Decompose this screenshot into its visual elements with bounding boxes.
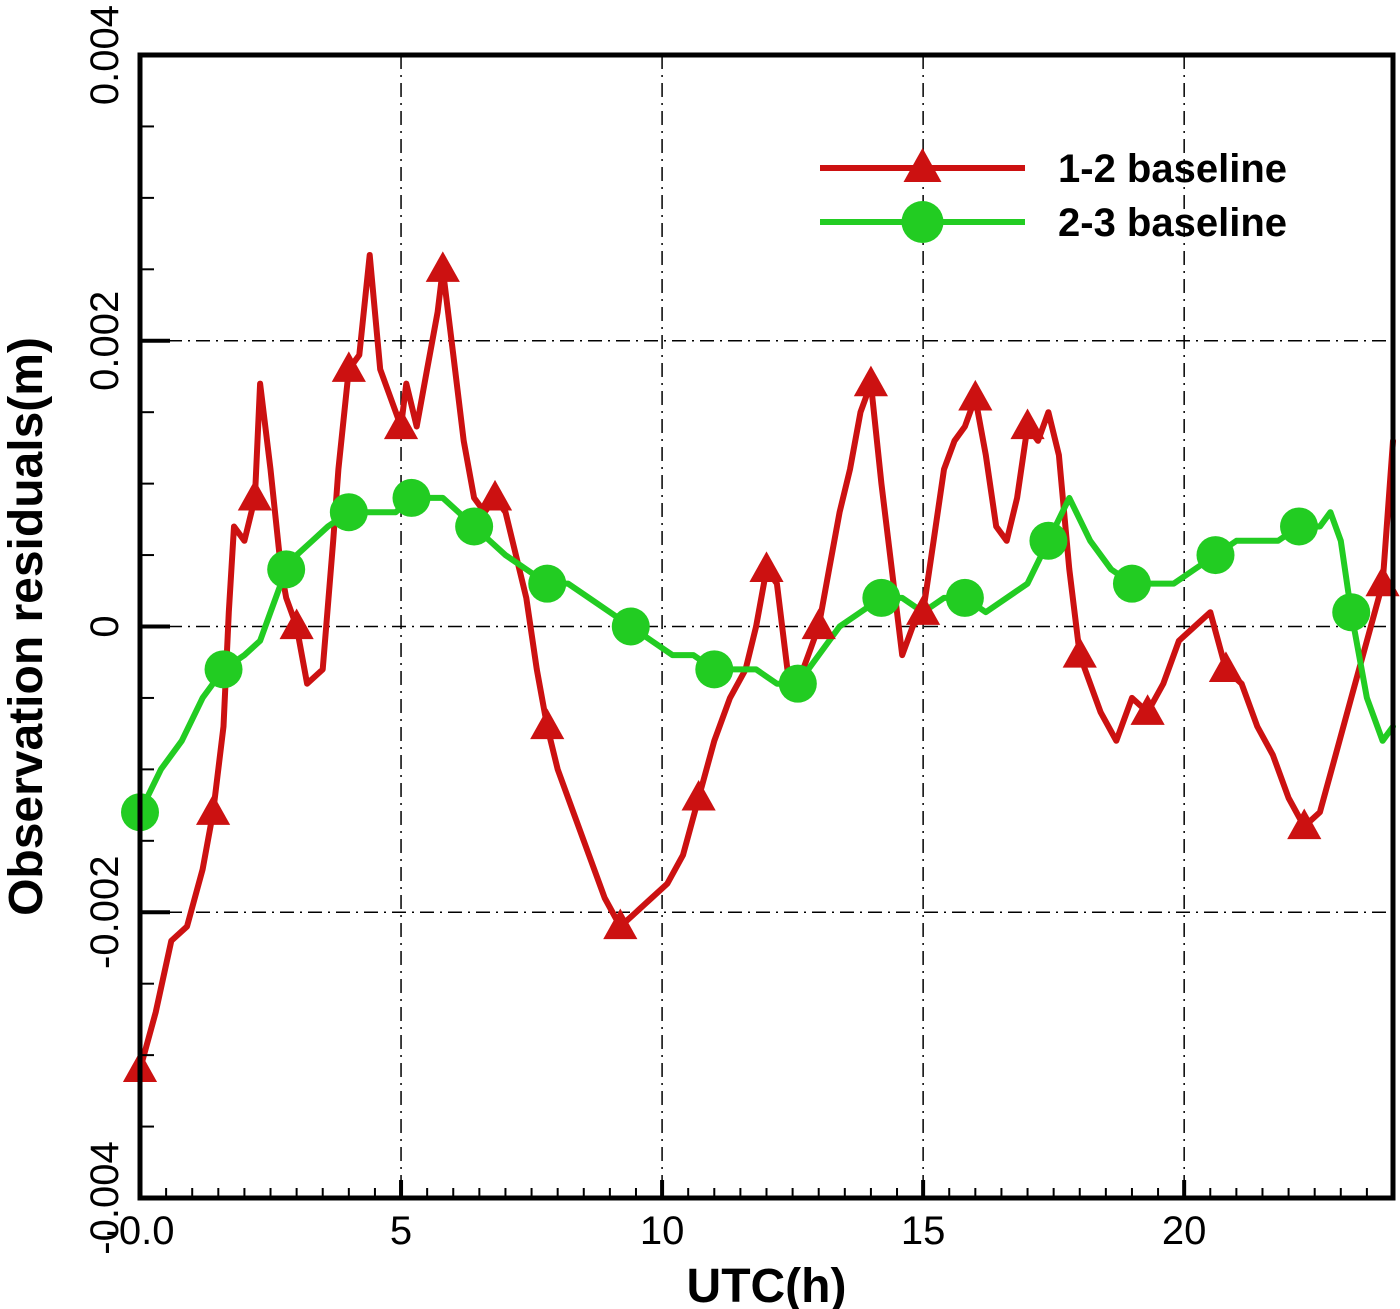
data-point-series-2 — [528, 564, 567, 603]
data-point-series-1 — [279, 608, 314, 640]
data-point-series-2 — [862, 578, 901, 617]
data-point-series-2 — [1112, 564, 1151, 603]
legend: 1-2 baseline 2-3 baseline — [820, 147, 1287, 245]
y-tick-label: -0.004 — [83, 1141, 127, 1254]
data-point-series-1 — [853, 365, 889, 397]
x-axis-title: UTC(h) — [687, 1260, 847, 1309]
data-point-series-2 — [1280, 507, 1319, 546]
y-tick-label: 0.002 — [83, 291, 127, 391]
y-tick-label: -0.002 — [83, 856, 127, 969]
data-point-series-1 — [958, 379, 993, 411]
data-point-series-2 — [778, 664, 817, 703]
data-point-series-2 — [455, 507, 494, 546]
x-tick-label: 15 — [901, 1209, 946, 1253]
data-point-series-1 — [331, 351, 366, 382]
y-tick-label: 0.004 — [83, 5, 127, 105]
legend-marker-triangle — [903, 148, 942, 182]
data-point-series-1 — [906, 594, 941, 625]
x-tick-label: 20 — [1162, 1209, 1207, 1253]
data-point-series-1 — [749, 551, 784, 582]
data-point-series-1 — [681, 779, 716, 811]
data-point-series-1 — [603, 908, 638, 940]
data-point-series-1 — [1062, 637, 1097, 668]
data-point-series-2 — [695, 650, 734, 689]
x-tick-label: 5 — [390, 1209, 412, 1253]
data-point-series-2 — [611, 607, 650, 646]
data-point-series-1 — [530, 708, 565, 740]
y-tick-label: 0 — [83, 615, 127, 637]
axis-ticks — [138, 53, 1394, 1200]
data-point-series-2 — [267, 550, 306, 589]
data-point-series-2 — [945, 578, 984, 617]
data-point-series-2 — [329, 493, 368, 532]
y-axis-title: Observation residuals(m) — [0, 337, 53, 916]
legend-marker-circle — [901, 201, 944, 243]
data-point-series-2 — [392, 478, 431, 517]
data-point-series-2 — [1196, 536, 1235, 575]
data-point-series-1 — [1287, 808, 1322, 840]
x-tick-label: -0.0 — [106, 1209, 175, 1253]
x-tick-labels: -0.0 5 10 15 20 — [106, 1209, 1207, 1253]
data-point-series-1 — [1130, 694, 1165, 725]
data-point-series-2 — [1332, 593, 1371, 632]
data-point-series-2 — [1029, 521, 1068, 560]
data-point-series-1 — [801, 608, 836, 640]
data-point-series-1 — [195, 794, 231, 825]
data-point-series-2 — [204, 650, 243, 689]
data-point-series-1 — [383, 408, 419, 440]
data-point-series-1 — [477, 479, 513, 511]
grid-lines — [140, 55, 1393, 1198]
data-point-series-1 — [425, 251, 460, 282]
series-lines — [137, 252, 1396, 1073]
x-tick-label: 10 — [640, 1209, 685, 1253]
data-point-series-1 — [237, 479, 272, 511]
data-point-series-1 — [1208, 651, 1244, 682]
data-point-series-1 — [1010, 408, 1045, 440]
legend-label-2-3-baseline: 2-3 baseline — [1058, 201, 1287, 245]
y-tick-labels: -0.004 -0.002 0 0.002 0.004 — [83, 5, 127, 1255]
series-markers — [121, 251, 1400, 1083]
series-line-1 — [137, 252, 1396, 1073]
legend-label-1-2-baseline: 1-2 baseline — [1058, 147, 1287, 191]
